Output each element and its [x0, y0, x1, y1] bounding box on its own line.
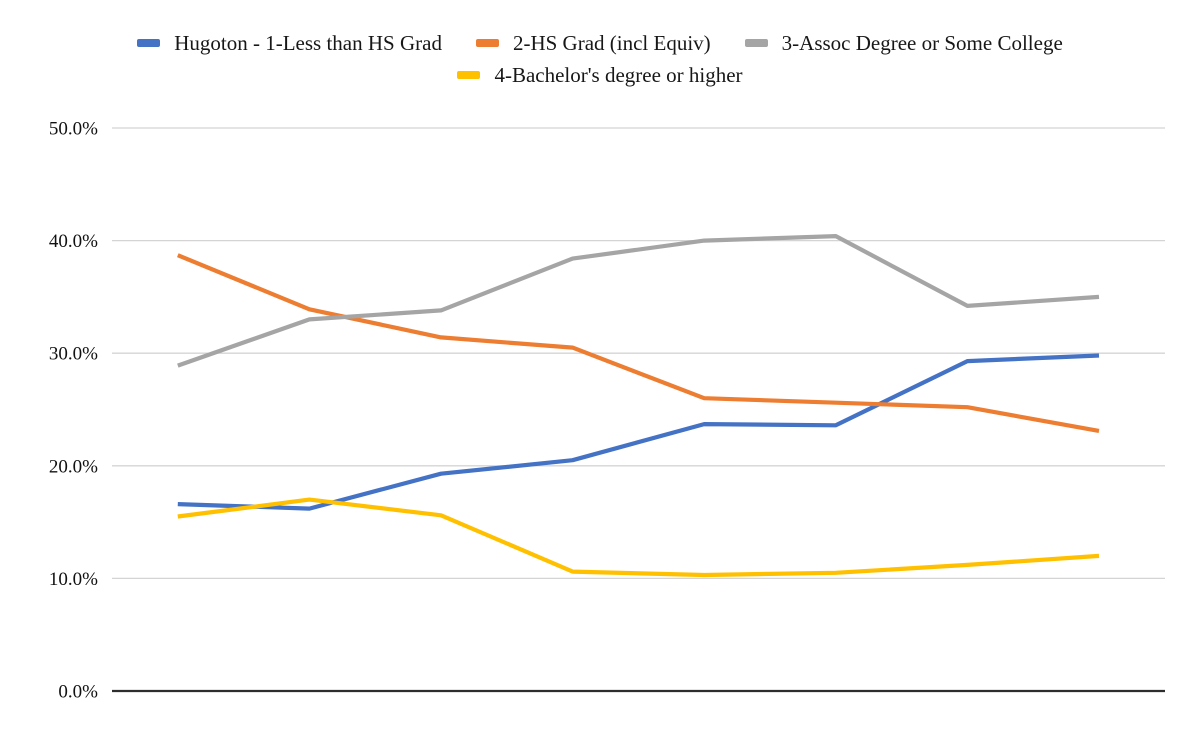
- y-axis-tick-label: 40.0%: [49, 231, 98, 252]
- legend-item-less-than-hs-grad[interactable]: Hugoton - 1-Less than HS Grad: [137, 30, 442, 56]
- series-line-3: [177, 234, 1100, 368]
- legend-item-bachelors-or-higher[interactable]: 4-Bachelor's degree or higher: [457, 62, 743, 88]
- series-line-4: [177, 497, 1100, 578]
- legend-label: 3-Assoc Degree or Some College: [781, 31, 1063, 55]
- legend-row-2: 4-Bachelor's degree or higher: [457, 62, 743, 88]
- legend-label: 4-Bachelor's degree or higher: [494, 63, 743, 87]
- legend-swatch-blue: [137, 39, 161, 47]
- legend-item-hs-grad[interactable]: 2-HS Grad (incl Equiv): [475, 30, 711, 56]
- series-line-1: [177, 353, 1100, 511]
- y-axis-tick-label: 10.0%: [49, 569, 98, 590]
- legend-item-assoc-degree[interactable]: 3-Assoc Degree or Some College: [744, 30, 1063, 56]
- y-axis-tick-label: 20.0%: [49, 456, 98, 477]
- y-axis-tick-label: 30.0%: [49, 344, 98, 365]
- legend-swatch-orange: [475, 39, 499, 47]
- y-axis-tick-label: 50.0%: [49, 119, 98, 140]
- y-axis-tick-label: 0.0%: [58, 682, 98, 703]
- legend-swatch-gray: [744, 39, 768, 47]
- legend-row-1: Hugoton - 1-Less than HS Grad 2-HS Grad …: [137, 30, 1063, 56]
- series-line-2: [177, 253, 1100, 433]
- legend-label: 2-HS Grad (incl Equiv): [512, 31, 711, 55]
- legend-label: Hugoton - 1-Less than HS Grad: [174, 31, 442, 55]
- chart-legend: Hugoton - 1-Less than HS Grad 2-HS Grad …: [0, 30, 1200, 88]
- legend-swatch-yellow: [457, 71, 481, 79]
